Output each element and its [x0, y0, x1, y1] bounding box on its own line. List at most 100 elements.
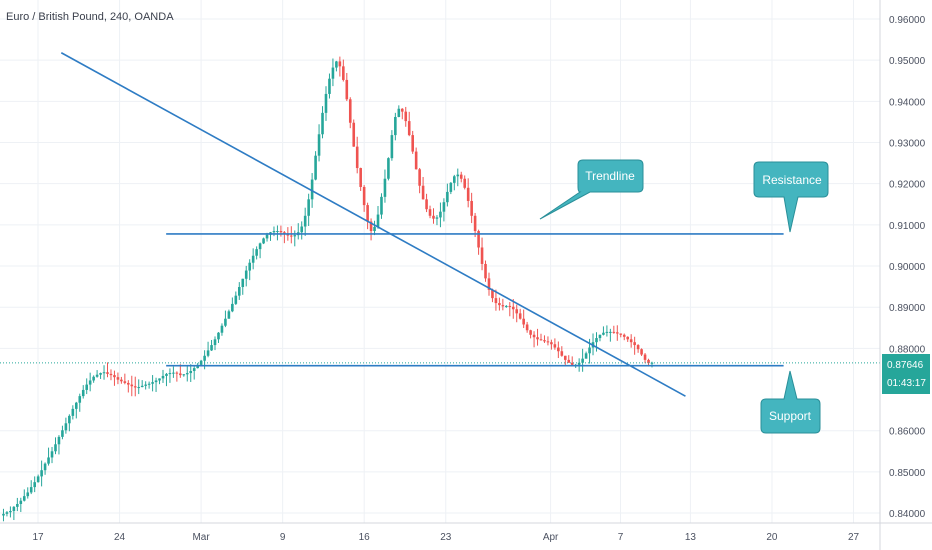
candle-body — [106, 372, 109, 374]
candle-body — [616, 332, 619, 334]
candle-body — [626, 336, 630, 340]
candle-body — [605, 331, 609, 333]
candle-body — [196, 364, 199, 369]
candle-body — [189, 371, 193, 374]
candle-body — [26, 492, 30, 497]
candle-body — [480, 247, 484, 264]
candle-body — [317, 134, 321, 156]
candle-body — [439, 211, 442, 218]
candle-body — [532, 334, 536, 338]
candle-body — [144, 384, 147, 386]
candle-body — [640, 349, 643, 355]
candle-body — [373, 226, 376, 232]
candle-body — [518, 313, 522, 319]
candle-body — [36, 476, 40, 483]
candle-body — [352, 122, 356, 147]
support-callout[interactable]: Support — [760, 370, 821, 434]
candle-body — [453, 176, 456, 183]
candle-body — [123, 381, 127, 383]
candle-body — [328, 78, 331, 94]
candle-body — [536, 337, 539, 340]
candle-body — [515, 309, 519, 314]
candle-body — [71, 408, 75, 416]
candle-body — [598, 334, 602, 339]
candle-body — [487, 278, 491, 290]
candle-body — [147, 383, 151, 385]
candle-body — [539, 339, 543, 341]
candle-body — [567, 359, 571, 363]
candle-body — [629, 339, 633, 343]
candle-body — [355, 146, 359, 169]
candle-body — [61, 430, 64, 437]
candle-body — [33, 482, 36, 488]
candle-body — [394, 116, 397, 136]
candle-body — [78, 396, 82, 403]
candle-body — [113, 375, 116, 378]
drawings-layer — [60, 52, 784, 397]
candle-body — [380, 196, 383, 215]
candle-body — [22, 496, 26, 501]
candle-body — [633, 342, 636, 346]
y-tick-label: 0.94000 — [889, 97, 926, 108]
candle-body — [584, 353, 588, 359]
x-tick-label: Mar — [192, 532, 210, 543]
candle-body — [404, 111, 408, 122]
candle-body — [54, 444, 57, 452]
x-tick-label: 23 — [440, 532, 452, 543]
candle-body — [102, 372, 106, 374]
candle-body — [366, 205, 369, 222]
y-tick-label: 0.96000 — [889, 15, 926, 26]
candle-body — [206, 350, 210, 356]
candle-body — [407, 121, 411, 136]
x-tick-label: 17 — [32, 532, 44, 543]
candle-body — [359, 168, 362, 187]
y-axis[interactable]: 0.96000 0.95000 0.94000 0.93000 0.92000 0.910… — [889, 15, 926, 520]
y-tick-label: 0.86000 — [889, 427, 926, 438]
candle-body — [529, 330, 532, 335]
candle-body — [168, 373, 172, 375]
candle-body — [459, 174, 463, 179]
candle-body — [68, 415, 71, 424]
candle-body — [47, 457, 50, 464]
candle-body — [411, 135, 414, 152]
candle-body — [5, 512, 9, 514]
candle-body — [81, 389, 85, 397]
candle-body — [314, 155, 317, 180]
candle-body — [279, 231, 283, 233]
candle-body — [446, 191, 449, 203]
candles-layer — [2, 56, 654, 522]
candle-body — [473, 215, 477, 232]
candle-body — [647, 359, 650, 364]
candle-body — [255, 249, 258, 256]
trendline[interactable] — [60, 52, 686, 397]
candle-body — [127, 382, 130, 385]
candle-body — [290, 235, 293, 237]
trendline-callout-text: Trendline — [585, 169, 635, 183]
price-badge-box — [882, 354, 930, 394]
candle-body — [612, 331, 616, 333]
candle-body — [29, 487, 33, 493]
resistance-callout[interactable]: Resistance — [753, 161, 829, 233]
trendline-callout[interactable]: Trendline — [539, 159, 644, 220]
price-badge: 0.87646 01:43:17 — [882, 354, 930, 394]
candle-body — [494, 298, 498, 304]
y-tick-label: 0.93000 — [889, 139, 926, 150]
candle-body — [99, 373, 102, 375]
candle-body — [595, 338, 598, 343]
candle-body — [619, 333, 623, 335]
candle-body — [286, 233, 290, 236]
y-tick-label: 0.89000 — [889, 303, 926, 314]
candle-body — [484, 263, 487, 279]
candle-body — [387, 158, 390, 179]
candle-body — [241, 278, 245, 288]
candle-body — [161, 375, 165, 379]
candle-body — [179, 373, 182, 376]
candle-body — [92, 376, 95, 381]
x-tick-label: 27 — [848, 532, 860, 543]
x-axis[interactable]: 17 24 Mar 9 16 23 Apr 7 13 20 27 — [32, 532, 859, 543]
candle-body — [400, 108, 404, 112]
candle-body — [501, 305, 505, 307]
candle-body — [376, 214, 380, 227]
candle-body — [151, 382, 154, 384]
